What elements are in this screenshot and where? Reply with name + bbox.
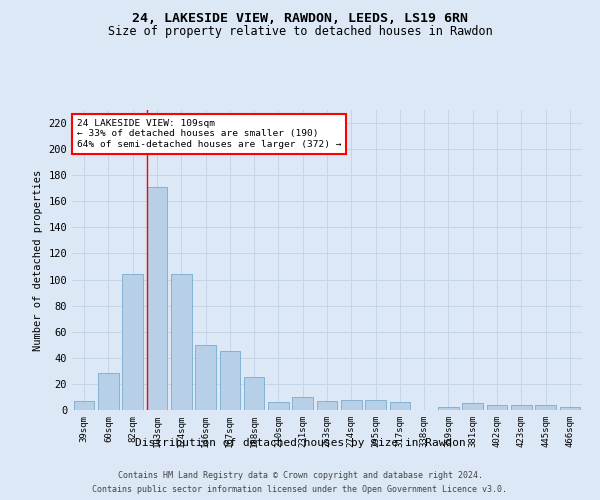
Bar <box>560 408 580 410</box>
Text: 24, LAKESIDE VIEW, RAWDON, LEEDS, LS19 6RN: 24, LAKESIDE VIEW, RAWDON, LEEDS, LS19 6… <box>132 12 468 26</box>
Bar <box>244 378 265 410</box>
Bar <box>268 402 289 410</box>
Text: Distribution of detached houses by size in Rawdon: Distribution of detached houses by size … <box>134 438 466 448</box>
Y-axis label: Number of detached properties: Number of detached properties <box>33 170 43 350</box>
Text: Size of property relative to detached houses in Rawdon: Size of property relative to detached ho… <box>107 25 493 38</box>
Text: Contains HM Land Registry data © Crown copyright and database right 2024.: Contains HM Land Registry data © Crown c… <box>118 472 482 480</box>
Bar <box>74 401 94 410</box>
Bar <box>463 404 483 410</box>
Bar <box>341 400 362 410</box>
Bar <box>98 374 119 410</box>
Bar <box>389 402 410 410</box>
Bar <box>122 274 143 410</box>
Bar <box>220 352 240 410</box>
Text: 24 LAKESIDE VIEW: 109sqm
← 33% of detached houses are smaller (190)
64% of semi-: 24 LAKESIDE VIEW: 109sqm ← 33% of detach… <box>77 119 341 149</box>
Bar <box>292 397 313 410</box>
Bar <box>365 400 386 410</box>
Bar <box>195 345 216 410</box>
Bar <box>535 405 556 410</box>
Bar <box>317 401 337 410</box>
Text: Contains public sector information licensed under the Open Government Licence v3: Contains public sector information licen… <box>92 484 508 494</box>
Bar <box>146 187 167 410</box>
Bar <box>487 405 508 410</box>
Bar <box>438 408 459 410</box>
Bar <box>171 274 191 410</box>
Bar <box>511 405 532 410</box>
